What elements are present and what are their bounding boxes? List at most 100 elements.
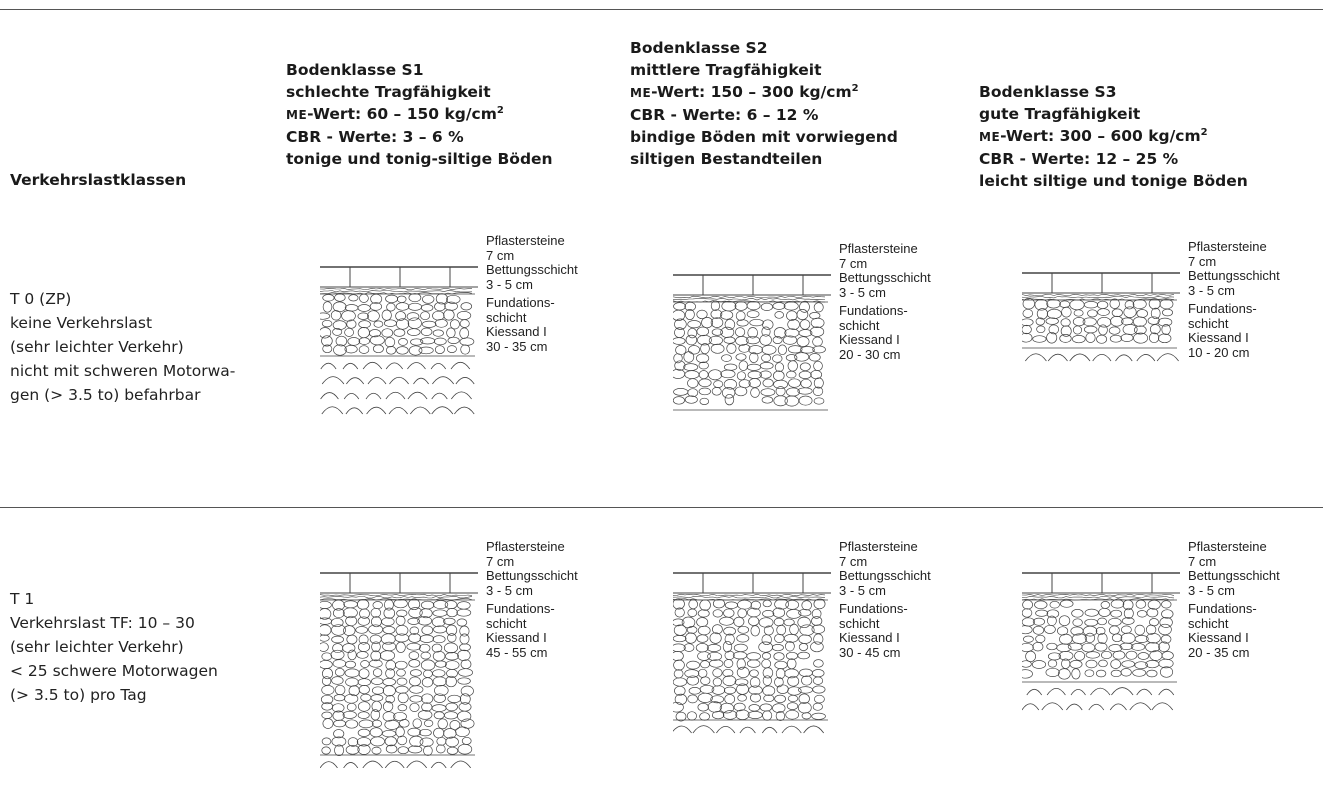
layer-labels: Pflastersteine 7 cm Bettungsschicht 3 - … (486, 233, 578, 354)
label-line: Bettungsschicht (1188, 268, 1280, 283)
row-label-line: keine Verkehrslast (10, 314, 153, 332)
s2-title: Bodenklasse S2 (630, 39, 768, 57)
label-line: Bettungsschicht (839, 568, 931, 583)
label-line: Fundations- (1188, 601, 1257, 616)
s2-soil-2: siltigen Bestandteilen (630, 150, 823, 168)
label-line: Bettungsschicht (486, 568, 578, 583)
pavement-section-t0-s2: Pflastersteine 7 cm Bettungsschicht 3 - … (673, 240, 973, 440)
label-line: schicht (486, 615, 527, 631)
pavement-section-t1-s3: Pflastersteine 7 cm Bettungsschicht 3 - … (1022, 538, 1322, 738)
s1-capacity: schlechte Tragfähigkeit (286, 83, 491, 101)
layer-sketch (320, 572, 478, 768)
label-line: 7 cm (1188, 553, 1217, 569)
label-line: Pflastersteine (1188, 539, 1267, 554)
label-line: Fundations- (839, 303, 908, 318)
layer-sketch (320, 266, 478, 415)
layer-labels: Pflastersteine 7 cm Bettungsschicht 3 - … (1188, 539, 1280, 660)
row-divider (0, 507, 1323, 508)
layer-labels: Pflastersteine 7 cm Bettungsschicht 3 - … (486, 539, 578, 660)
s1-cbr: CBR - Werte: 3 – 6 % (286, 128, 464, 146)
label-line: 3 - 5 cm (486, 582, 533, 598)
label-line: 3 - 5 cm (1188, 582, 1235, 598)
layer-labels: Pflastersteine 7 cm Bettungsschicht 3 - … (839, 241, 931, 362)
label-line: Pflastersteine (839, 241, 918, 256)
row-label-line: gen (> 3.5 to) befahrbar (10, 386, 201, 404)
row-label-line: < 25 schwere Motorwagen (10, 662, 218, 680)
s2-cbr: CBR - Werte: 6 – 12 % (630, 106, 819, 124)
label-line: 3 - 5 cm (486, 276, 533, 292)
layer-sketch (673, 274, 831, 411)
pavement-section-t1-s1: Pflastersteine 7 cm Bettungsschicht 3 - … (320, 538, 620, 768)
s1-title: Bodenklasse S1 (286, 61, 424, 79)
label-line: Kiessand I (486, 630, 547, 645)
label-line: Pflastersteine (839, 539, 918, 554)
layer-labels: Pflastersteine 7 cm Bettungsschicht 3 - … (1188, 239, 1280, 360)
layer-labels: Pflastersteine 7 cm Bettungsschicht 3 - … (839, 539, 931, 660)
label-line: 20 - 35 cm (1188, 644, 1250, 660)
label-line: 7 cm (486, 247, 515, 263)
s3-cbr: CBR - Werte: 12 – 25 % (979, 150, 1179, 168)
label-line: Bettungsschicht (839, 270, 931, 285)
row-label-line: (sehr leichter Verkehr) (10, 338, 184, 356)
s1-soil: tonige und tonig-siltige Böden (286, 150, 553, 168)
label-line: schicht (839, 317, 880, 333)
top-rule (0, 9, 1323, 10)
label-line: Fundations- (839, 601, 908, 616)
label-line: schicht (486, 309, 527, 325)
s1-me-value: ME-Wert: 60 – 150 kg/cm2 (286, 105, 504, 123)
label-line: Kiessand I (1188, 630, 1249, 645)
label-line: 7 cm (839, 255, 868, 271)
row-label-t1: T 1 Verkehrslast TF: 10 – 30 (sehr leich… (10, 587, 218, 707)
pavement-section-t0-s1: Pflastersteine 7 cm Bettungsschicht 3 - … (320, 232, 620, 432)
label-line: schicht (839, 615, 880, 631)
label-line: Kiessand I (839, 332, 900, 347)
label-line: Pflastersteine (486, 233, 565, 248)
header-bodenklasse-s1: Bodenklasse S1 schlechte Tragfähigkeit M… (286, 59, 553, 170)
label-line: 30 - 45 cm (839, 644, 901, 660)
label-line: 7 cm (839, 553, 868, 569)
pavement-section-t0-s3: Pflastersteine 7 cm Bettungsschicht 3 - … (1022, 238, 1322, 438)
row-label-line: T 0 (ZP) (10, 290, 72, 308)
s3-title: Bodenklasse S3 (979, 83, 1117, 101)
layer-sketch (1022, 572, 1180, 711)
label-line: 7 cm (1188, 253, 1217, 269)
label-line: Fundations- (486, 295, 555, 310)
label-line: Fundations- (486, 601, 555, 616)
label-line: 20 - 30 cm (839, 346, 901, 362)
header-verkehrslastklassen: Verkehrslastklassen (10, 169, 186, 191)
label-line: 10 - 20 cm (1188, 344, 1250, 360)
label-line: Kiessand I (486, 324, 547, 339)
row-label-t0: T 0 (ZP) keine Verkehrslast (sehr leicht… (10, 287, 235, 407)
label-line: Bettungsschicht (486, 262, 578, 277)
row-label-line: T 1 (10, 590, 35, 608)
label-line: Kiessand I (839, 630, 900, 645)
s3-soil: leicht siltige und tonige Böden (979, 172, 1248, 190)
label-line: 45 - 55 cm (486, 644, 548, 660)
column-title: Verkehrslastklassen (10, 171, 187, 189)
label-line: 3 - 5 cm (1188, 282, 1235, 298)
label-line: Kiessand I (1188, 330, 1249, 345)
row-label-line: (> 3.5 to) pro Tag (10, 686, 147, 704)
label-line: Pflastersteine (1188, 239, 1267, 254)
row-label-line: nicht mit schweren Motorwa- (10, 362, 236, 380)
label-line: Bettungsschicht (1188, 568, 1280, 583)
s3-me-value: ME-Wert: 300 – 600 kg/cm2 (979, 127, 1208, 145)
label-line: 7 cm (486, 553, 515, 569)
row-label-line: Verkehrslast TF: 10 – 30 (10, 614, 195, 632)
pavement-section-t1-s2: Pflastersteine 7 cm Bettungsschicht 3 - … (673, 538, 973, 738)
label-line: Pflastersteine (486, 539, 565, 554)
layer-sketch (1022, 272, 1180, 362)
row-label-line: (sehr leichter Verkehr) (10, 638, 184, 656)
s2-me-value: ME-Wert: 150 – 300 kg/cm2 (630, 83, 859, 101)
label-line: 30 - 35 cm (486, 338, 548, 354)
s3-capacity: gute Tragfähigkeit (979, 105, 1141, 123)
header-bodenklasse-s2: Bodenklasse S2 mittlere Tragfähigkeit ME… (630, 37, 898, 170)
label-line: schicht (1188, 615, 1229, 631)
s2-soil-1: bindige Böden mit vorwiegend (630, 128, 898, 146)
s2-capacity: mittlere Tragfähigkeit (630, 61, 822, 79)
label-line: schicht (1188, 315, 1229, 331)
label-line: 3 - 5 cm (839, 582, 886, 598)
label-line: 3 - 5 cm (839, 284, 886, 300)
label-line: Fundations- (1188, 301, 1257, 316)
layer-sketch (673, 572, 831, 734)
